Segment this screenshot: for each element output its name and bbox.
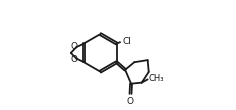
Text: O: O <box>127 97 134 106</box>
Text: Cl: Cl <box>122 37 131 46</box>
Text: O: O <box>70 42 77 51</box>
Text: CH₃: CH₃ <box>148 74 164 83</box>
Text: O: O <box>70 55 77 64</box>
